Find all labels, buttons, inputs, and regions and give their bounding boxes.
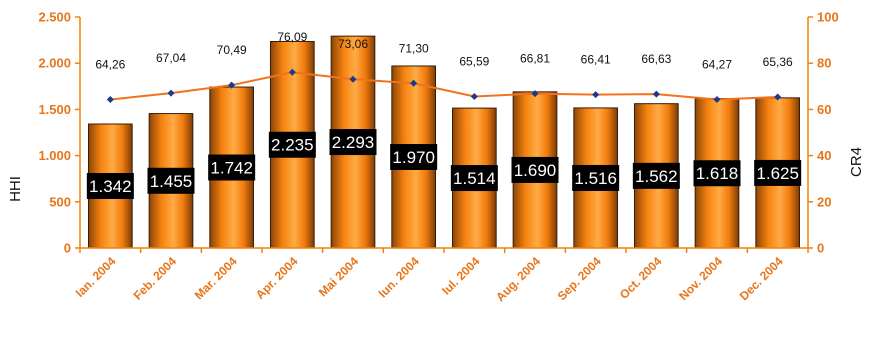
cr4-marker bbox=[531, 90, 539, 98]
cr4-data-label: 65,59 bbox=[459, 54, 489, 68]
hhi-data-label: 2.235 bbox=[271, 136, 314, 155]
x-tick-label: Mai 2004 bbox=[316, 254, 362, 300]
hhi-label-box bbox=[208, 154, 256, 181]
x-tick-label: Oct. 2004 bbox=[617, 254, 665, 302]
cr4-marker bbox=[349, 75, 357, 83]
cr4-marker bbox=[228, 81, 236, 89]
cr4-data-label: 71,30 bbox=[399, 41, 429, 55]
x-tick-label: Feb. 2004 bbox=[131, 254, 180, 303]
hhi-data-label: 1.514 bbox=[453, 169, 496, 188]
y2-tick-label: 80 bbox=[817, 56, 831, 71]
cr4-data-label: 67,04 bbox=[156, 51, 186, 65]
hhi-data-label: 1.742 bbox=[210, 159, 253, 178]
y-tick-label: 500 bbox=[49, 194, 71, 209]
x-tick-label: Sep. 2004 bbox=[555, 254, 604, 303]
x-tick-label: Aug. 2004 bbox=[493, 254, 543, 304]
y2-tick-label: 20 bbox=[817, 194, 831, 209]
hhi-label-box bbox=[147, 167, 195, 194]
x-tick-label: Iun. 2004 bbox=[376, 254, 422, 300]
cr4-marker bbox=[106, 96, 114, 104]
hhi-label-box bbox=[693, 160, 741, 187]
hhi-data-label: 2.293 bbox=[332, 133, 375, 152]
y2-axis-title: CR4 bbox=[848, 147, 865, 177]
cr4-marker bbox=[167, 89, 175, 97]
hhi-data-label: 1.516 bbox=[574, 169, 617, 188]
cr4-data-label: 64,27 bbox=[702, 58, 732, 72]
hhi-label-box bbox=[329, 129, 377, 156]
cr4-marker bbox=[592, 91, 600, 99]
cr4-data-label: 73,06 bbox=[338, 37, 368, 51]
cr4-marker bbox=[410, 79, 418, 87]
labels-layer: 64,26 67,04 70,49 76,09 73,06 71,30 65,59 66,81… bbox=[86, 30, 802, 199]
hhi-label-box bbox=[754, 159, 802, 186]
cr4-data-label: 66,81 bbox=[520, 52, 550, 66]
hhi-data-label: 1.970 bbox=[392, 148, 435, 167]
hhi-label-box bbox=[86, 172, 134, 199]
cr4-data-label: 66,41 bbox=[581, 53, 611, 67]
cr4-marker bbox=[470, 92, 478, 100]
y2-tick-label: 100 bbox=[817, 10, 839, 25]
cr4-line bbox=[110, 71, 778, 101]
y-tick-label: 2.500 bbox=[38, 10, 71, 25]
hhi-data-label: 1.455 bbox=[150, 172, 193, 191]
cr4-marker bbox=[288, 68, 296, 76]
line-layer bbox=[106, 68, 782, 104]
hhi-label-box bbox=[511, 156, 559, 183]
cr4-marker bbox=[774, 93, 782, 101]
hhi-label-box bbox=[572, 164, 620, 191]
y2-tick-label: 60 bbox=[817, 102, 831, 117]
cr4-data-label: 66,63 bbox=[641, 52, 671, 66]
cr4-marker bbox=[713, 96, 721, 104]
hhi-data-label: 1.618 bbox=[696, 164, 739, 183]
y-tick-label: 1.500 bbox=[38, 102, 71, 117]
y2-tick-label: 40 bbox=[817, 148, 831, 163]
hhi-label-box bbox=[632, 162, 680, 189]
hhi-data-label: 1.342 bbox=[89, 177, 132, 196]
y-tick-label: 1.000 bbox=[38, 148, 71, 163]
cr4-marker bbox=[652, 90, 660, 98]
cr4-data-label: 64,26 bbox=[95, 58, 125, 72]
hhi-label-box bbox=[450, 165, 498, 192]
x-tick-label: Apr. 2004 bbox=[253, 254, 301, 302]
hhi-label-box bbox=[268, 131, 316, 158]
x-tick-label: Nov. 2004 bbox=[676, 254, 725, 303]
hhi-label-box bbox=[390, 143, 438, 170]
x-tick-label: Iul. 2004 bbox=[439, 254, 483, 298]
cr4-data-label: 70,49 bbox=[217, 43, 247, 57]
hhi-data-label: 1.562 bbox=[635, 167, 678, 186]
y-tick-label: 2.000 bbox=[38, 56, 71, 71]
cr4-data-label: 65,36 bbox=[763, 55, 793, 69]
hhi-data-label: 1.625 bbox=[756, 164, 799, 183]
y2-tick-label: 0 bbox=[817, 241, 824, 256]
x-tick-label: Mar. 2004 bbox=[192, 254, 240, 302]
cr4-data-label: 76,09 bbox=[277, 30, 307, 44]
bars-layer bbox=[87, 35, 801, 249]
x-tick-label: Ian. 2004 bbox=[73, 254, 119, 300]
y-axis-title: HHI bbox=[7, 176, 24, 202]
hhi-data-label: 1.690 bbox=[514, 161, 557, 180]
x-tick-label: Dec. 2004 bbox=[737, 254, 786, 303]
y-tick-label: 0 bbox=[64, 241, 71, 256]
